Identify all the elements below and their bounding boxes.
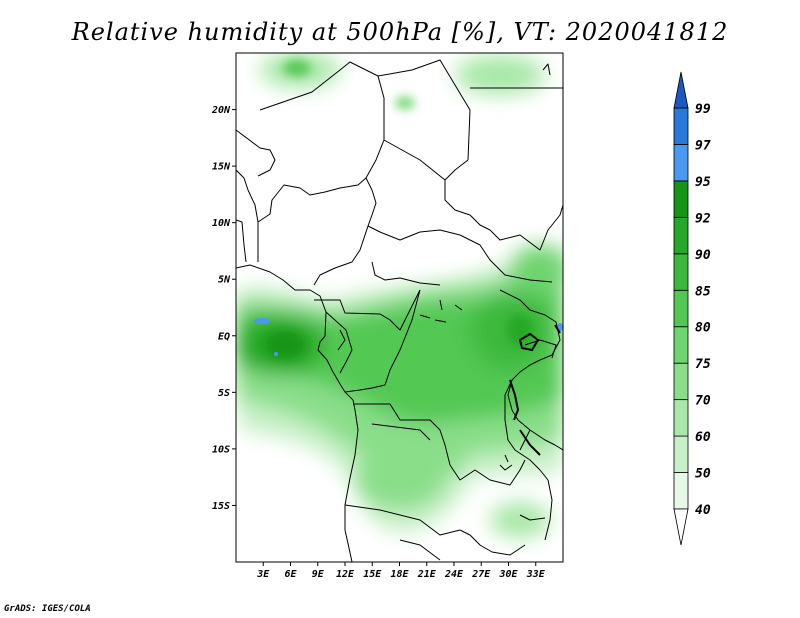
colorbar-segment	[673, 144, 689, 182]
lon-tick-label: 21E	[417, 569, 437, 580]
colorbar-segment	[673, 216, 689, 255]
lon-tick-label: 33E	[526, 569, 546, 580]
colorbar-segment	[673, 289, 689, 328]
colorbar-segment	[673, 399, 689, 437]
colorbar-level-label: 90	[695, 248, 711, 263]
lon-tick-label: 30E	[498, 569, 518, 580]
lakes	[509, 324, 561, 456]
colorbar-level-label: 85	[695, 284, 711, 299]
colorbar-segment	[673, 326, 689, 364]
colorbar-segment	[673, 180, 689, 218]
colorbar-level-label: 80	[695, 321, 711, 336]
lon-tick-label: 18E	[390, 569, 409, 580]
lat-tick-label: 15N	[212, 162, 231, 173]
colorbar-level-label: 70	[695, 394, 711, 409]
colorbar-level-label: 60	[695, 430, 711, 445]
colorbar-level-label: 75	[695, 357, 711, 372]
lat-tick-label: EQ	[218, 331, 230, 342]
colorbar-level-label: 92	[695, 211, 711, 226]
lat-tick-label: 10N	[212, 218, 231, 229]
lon-tick-label: 9E	[312, 569, 325, 580]
lat-tick-label: 15S	[212, 501, 230, 512]
colorbar-lower-arrow	[673, 508, 689, 546]
lat-tick-label: 5N	[218, 275, 231, 286]
humidity-field	[236, 53, 563, 562]
colorbar-segment	[673, 362, 689, 401]
longitude-axis: 3E 6E 9E 12E 15E 18E 21E 24E 27E 30E 33E	[256, 562, 546, 580]
colorbar-level-label: 97	[695, 138, 711, 153]
colorbar-segment	[673, 435, 689, 473]
colorbar: 40 50 60 70 75 80 85 90 92 95 97 99	[673, 71, 711, 546]
lat-tick-label: 10S	[212, 444, 230, 455]
colorbar-level-label: 50	[695, 467, 711, 482]
colorbar-segment	[673, 253, 689, 291]
colorbar-segment	[673, 472, 689, 510]
colorbar-level-label: 40	[695, 503, 711, 518]
colorbar-segment	[673, 107, 689, 145]
grads-credit: GrADS: IGES/COLA	[4, 604, 91, 614]
latitude-axis: 20N 15N 10N 5N EQ 5S 10S 15S	[211, 105, 236, 512]
lon-tick-label: 24E	[444, 569, 464, 580]
lon-tick-label: 15E	[363, 569, 382, 580]
colorbar-level-label: 99	[695, 102, 711, 117]
lon-tick-label: 27E	[471, 569, 491, 580]
colorbar-level-label: 95	[695, 175, 711, 190]
chart-title: Relative humidity at 500hPa [%], VT: 202…	[71, 18, 729, 46]
country-borders	[236, 59, 563, 562]
lon-tick-label: 12E	[336, 569, 355, 580]
lon-tick-label: 3E	[256, 569, 270, 580]
lat-tick-label: 5S	[218, 388, 230, 399]
colorbar-upper-arrow	[673, 71, 689, 109]
lat-tick-label: 20N	[211, 105, 231, 116]
lon-tick-label: 6E	[284, 569, 297, 580]
